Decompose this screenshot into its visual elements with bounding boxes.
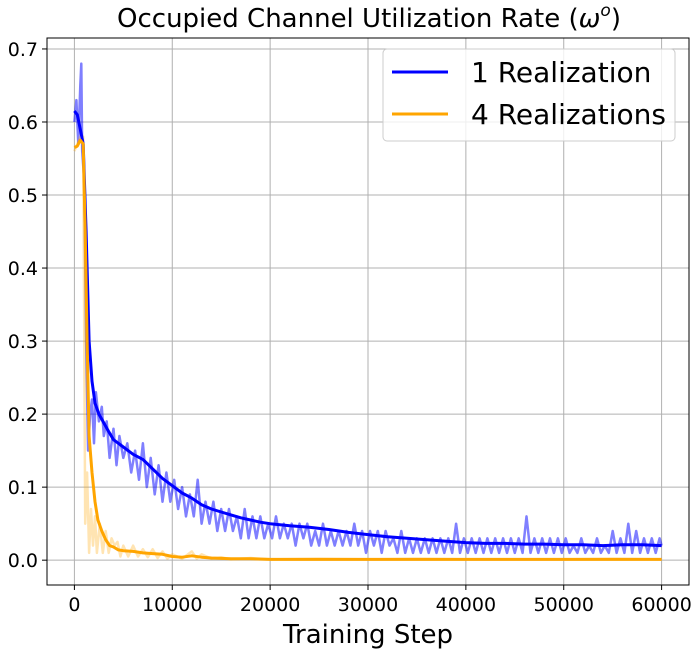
- y-tick-label: 0.2: [8, 404, 38, 426]
- x-tick-label: 20000: [240, 594, 300, 616]
- legend: 1 Realization 4 Realizations: [382, 48, 676, 142]
- y-tick-label: 0.0: [8, 550, 38, 572]
- series-line-1-realization: [73, 110, 662, 548]
- x-tick-label: 40000: [436, 594, 496, 616]
- y-tick-label: 0.6: [8, 112, 38, 134]
- y-tick-label: 0.5: [8, 185, 38, 207]
- x-tick-label: 10000: [142, 594, 202, 616]
- legend-label-4-realizations: 4 Realizations: [471, 98, 666, 131]
- series-layer: [73, 62, 663, 561]
- legend-box: [382, 48, 676, 142]
- x-tick-label: 0: [68, 594, 80, 616]
- y-tick-label: 0.1: [8, 477, 38, 499]
- x-axis-label: Training Step: [282, 620, 453, 650]
- y-tick-label: 0.7: [8, 39, 38, 61]
- chart-title: Occupied Channel Utilization Rate (ωo): [117, 1, 621, 34]
- axis-ticks: 0 10000 20000 30000 40000 50000 60000 0.0 0.1 0.2…: [8, 39, 692, 616]
- x-tick-label: 30000: [338, 594, 398, 616]
- x-tick-label: 50000: [534, 594, 594, 616]
- y-tick-label: 0.3: [8, 331, 38, 353]
- series-line-4-realizations: [73, 138, 662, 561]
- legend-label-1-realization: 1 Realization: [471, 56, 651, 89]
- y-tick-label: 0.4: [8, 258, 38, 280]
- x-tick-label: 60000: [631, 594, 691, 616]
